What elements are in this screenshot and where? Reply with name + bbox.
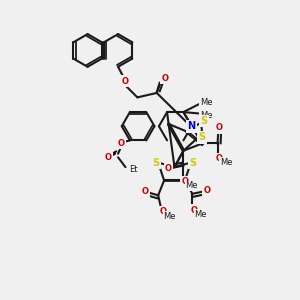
Text: O: O (118, 139, 124, 148)
Text: Me: Me (200, 98, 213, 107)
Text: Et: Et (130, 165, 138, 174)
Text: O: O (190, 206, 197, 214)
Text: S: S (190, 158, 197, 168)
Text: S: S (201, 116, 208, 126)
Text: N: N (188, 121, 196, 131)
Text: Me: Me (200, 110, 213, 119)
Text: O: O (122, 76, 129, 85)
Text: S: S (152, 158, 159, 168)
Text: O: O (204, 186, 211, 195)
Text: Me: Me (220, 158, 232, 167)
Text: S: S (198, 132, 206, 142)
Text: O: O (141, 187, 148, 196)
Text: O: O (159, 207, 166, 216)
Text: O: O (216, 123, 223, 132)
Text: Me: Me (185, 181, 198, 190)
Text: Me: Me (163, 212, 176, 220)
Text: O: O (182, 177, 188, 186)
Text: O: O (161, 74, 168, 82)
Text: O: O (104, 153, 111, 162)
Text: Me: Me (194, 210, 207, 219)
Text: O: O (165, 164, 172, 173)
Text: O: O (216, 154, 223, 163)
